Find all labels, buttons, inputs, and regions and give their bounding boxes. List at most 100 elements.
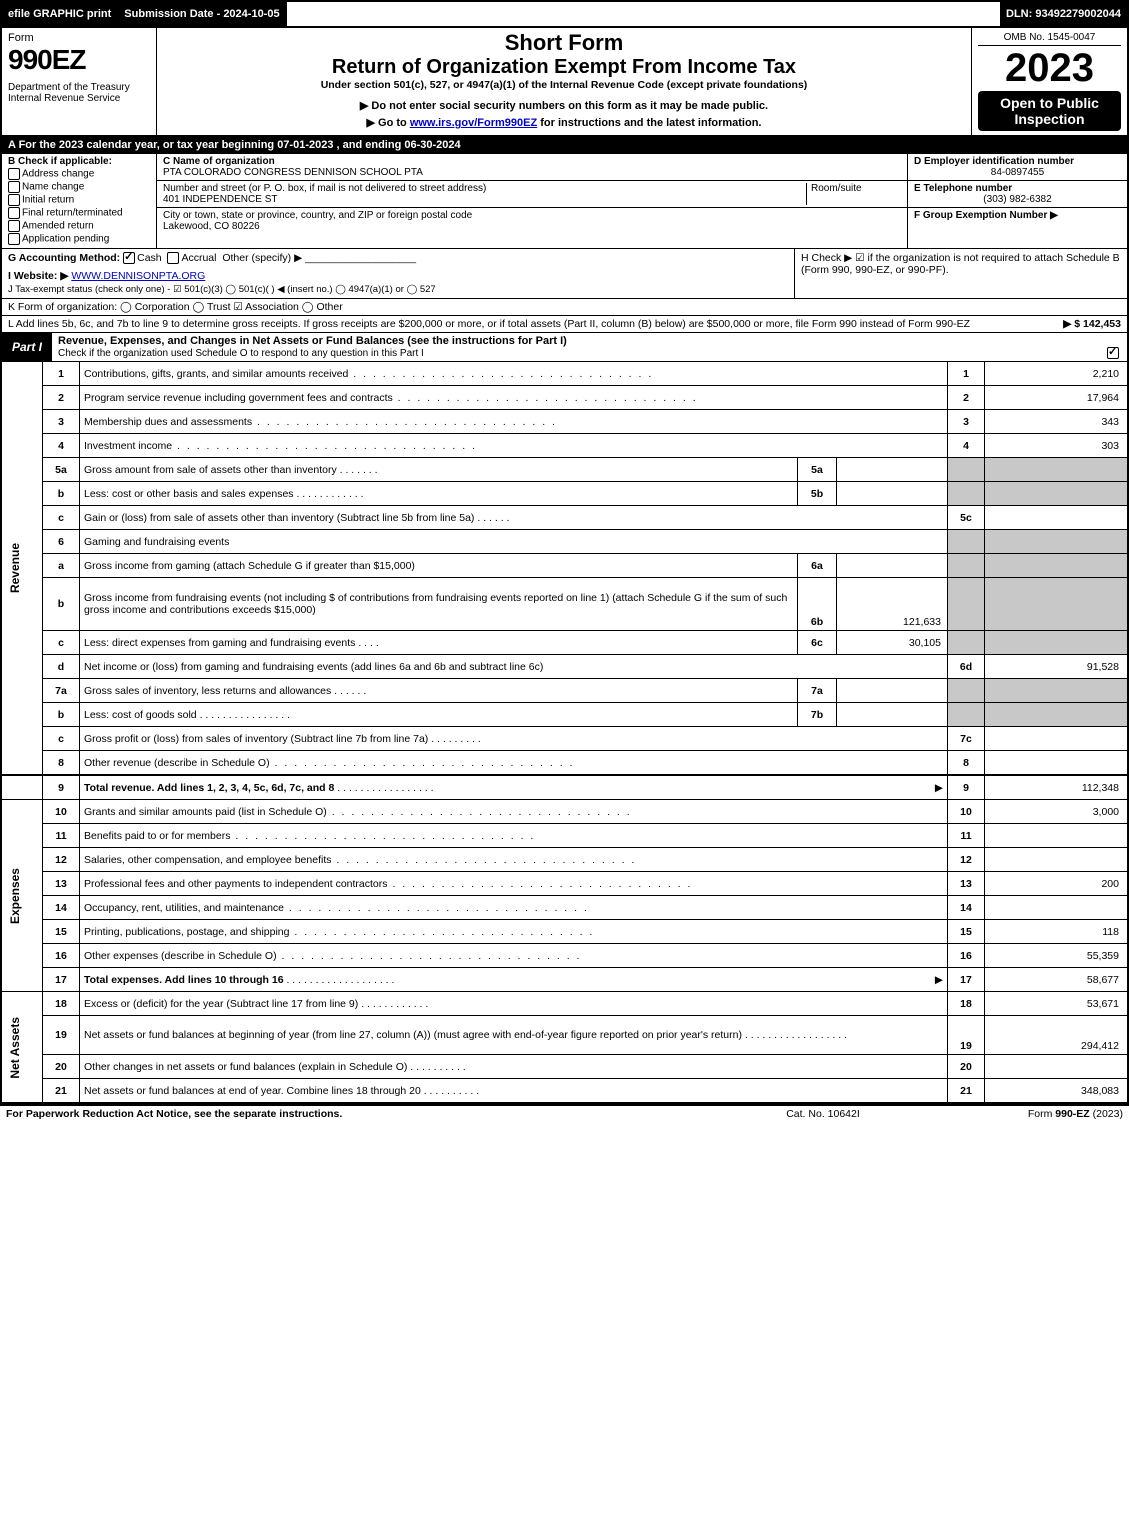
side-label-netassets: Net Assets [1, 992, 43, 1104]
line-2-text: Program service revenue including govern… [80, 386, 948, 410]
line-6d-amt: 91,528 [985, 655, 1129, 679]
line-15-no: 15 [43, 920, 80, 944]
line-20-rn: 20 [948, 1055, 985, 1079]
line-7b-amt-shaded [985, 703, 1129, 727]
line-11-rn: 11 [948, 824, 985, 848]
check-amended-return[interactable]: Amended return [8, 220, 150, 232]
form-number: 990EZ [8, 44, 150, 76]
line-19-rn: 19 [948, 1016, 985, 1055]
check-cash[interactable] [123, 252, 135, 264]
line-7a-amt-shaded [985, 679, 1129, 703]
line-5b-rn-shaded [948, 482, 985, 506]
check-accrual[interactable] [167, 252, 179, 264]
line-6c-rn-shaded [948, 631, 985, 655]
check-address-change[interactable]: Address change [8, 168, 150, 180]
dept-irs: Internal Revenue Service [8, 93, 150, 104]
line-8-rn: 8 [948, 751, 985, 776]
website-link[interactable]: WWW.DENNISONPTA.ORG [71, 270, 205, 282]
part-i-header: Part I Revenue, Expenses, and Changes in… [0, 333, 1129, 362]
check-name-change[interactable]: Name change [8, 181, 150, 193]
org-name-label: C Name of organization [163, 156, 901, 167]
line-6a-subval [837, 554, 948, 578]
line-2-rn: 2 [948, 386, 985, 410]
line-16-amt: 55,359 [985, 944, 1129, 968]
subsection-text: Under section 501(c), 527, or 4947(a)(1)… [163, 79, 965, 91]
line-7a-rn-shaded [948, 679, 985, 703]
footer-mid: Cat. No. 10642I [723, 1108, 923, 1120]
check-initial-return[interactable]: Initial return [8, 194, 150, 206]
line-20-text: Other changes in net assets or fund bala… [80, 1055, 948, 1079]
header-center: Short Form Return of Organization Exempt… [157, 28, 972, 135]
submission-date-cell: Submission Date - 2024-10-05 [118, 2, 286, 26]
line-6a-text: Gross income from gaming (attach Schedul… [80, 554, 798, 578]
line-8-no: 8 [43, 751, 80, 776]
line-21-amt: 348,083 [985, 1079, 1129, 1104]
line-13-no: 13 [43, 872, 80, 896]
ein-row: D Employer identification number 84-0897… [908, 154, 1127, 181]
line-5a-subval [837, 458, 948, 482]
line-14-amt [985, 896, 1129, 920]
part-i-check[interactable] [1107, 347, 1119, 359]
line-10-amt: 3,000 [985, 800, 1129, 824]
line-1-rn: 1 [948, 362, 985, 386]
line-6c-sub: 6c [798, 631, 837, 655]
line-6a-amt-shaded [985, 554, 1129, 578]
city-label: City or town, state or province, country… [163, 210, 901, 221]
line-3-rn: 3 [948, 410, 985, 434]
line-17-rn: 17 [948, 968, 985, 992]
phone-row: E Telephone number (303) 982-6382 [908, 181, 1127, 208]
line-15-rn: 15 [948, 920, 985, 944]
line-12-no: 12 [43, 848, 80, 872]
line-15-amt: 118 [985, 920, 1129, 944]
line-8-amt [985, 751, 1129, 776]
header-right: OMB No. 1545-0047 2023 Open to Public In… [972, 28, 1127, 135]
col-b-check-applicable: B Check if applicable: Address change Na… [2, 154, 157, 248]
line-5b-no: b [43, 482, 80, 506]
line-18-rn: 18 [948, 992, 985, 1016]
line-3-amt: 343 [985, 410, 1129, 434]
line-9-rn: 9 [948, 775, 985, 800]
line-6-text: Gaming and fundraising events [80, 530, 948, 554]
ein-label: D Employer identification number [914, 156, 1121, 167]
line-5c-amt [985, 506, 1129, 530]
part-i-label: Part I [2, 333, 52, 361]
line-2-amt: 17,964 [985, 386, 1129, 410]
line-18-no: 18 [43, 992, 80, 1016]
line-7b-subval [837, 703, 948, 727]
line-19-no: 19 [43, 1016, 80, 1055]
footer-right: Form 990-EZ (2023) [923, 1108, 1123, 1120]
line-6c-subval: 30,105 [837, 631, 948, 655]
col-d-e-f: D Employer identification number 84-0897… [907, 154, 1127, 248]
line-11-no: 11 [43, 824, 80, 848]
group-exemption-label: F Group Exemption Number ▶ [914, 210, 1121, 221]
row-l-amount: ▶ $ 142,453 [1063, 318, 1121, 330]
line-17-text: Total expenses. Add lines 10 through 16 … [80, 968, 948, 992]
side-label-expenses: Expenses [1, 800, 43, 992]
efile-cell: efile GRAPHIC print [2, 2, 118, 26]
section-b-c-d: B Check if applicable: Address change Na… [0, 154, 1129, 249]
check-final-return[interactable]: Final return/terminated [8, 207, 150, 219]
dept-treasury: Department of the Treasury [8, 82, 150, 93]
line-21-no: 21 [43, 1079, 80, 1104]
line-6b-text: Gross income from fundraising events (no… [80, 578, 798, 631]
line-12-amt [985, 848, 1129, 872]
ein-value: 84-0897455 [914, 167, 1121, 178]
line-7a-text: Gross sales of inventory, less returns a… [80, 679, 798, 703]
line-7a-no: 7a [43, 679, 80, 703]
line-6b-no: b [43, 578, 80, 631]
line-6b-subval: 121,633 [837, 578, 948, 631]
line-6-rn-shaded [948, 530, 985, 554]
group-exemption-row: F Group Exemption Number ▶ [908, 208, 1127, 223]
phone-value: (303) 982-6382 [914, 194, 1121, 205]
line-13-text: Professional fees and other payments to … [80, 872, 948, 896]
line-7c-text: Gross profit or (loss) from sales of inv… [80, 727, 948, 751]
irs-link[interactable]: www.irs.gov/Form990EZ [410, 117, 537, 129]
short-form-title: Short Form [163, 30, 965, 56]
line-9-no: 9 [43, 775, 80, 800]
line-5c-text: Gain or (loss) from sale of assets other… [80, 506, 948, 530]
row-k-form-of-org: K Form of organization: ◯ Corporation ◯ … [0, 299, 1129, 316]
phone-label: E Telephone number [914, 183, 1121, 194]
check-application-pending[interactable]: Application pending [8, 233, 150, 245]
line-5b-subval [837, 482, 948, 506]
line-13-amt: 200 [985, 872, 1129, 896]
